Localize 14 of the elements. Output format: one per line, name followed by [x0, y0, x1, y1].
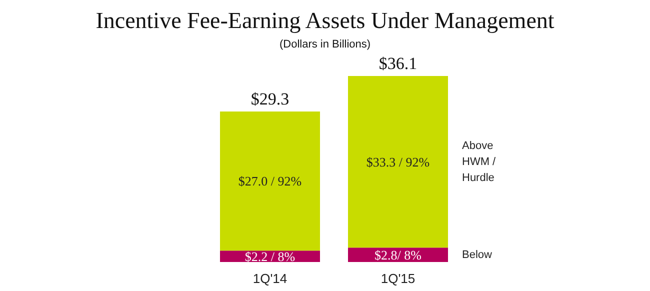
- total-label: $29.3: [250, 90, 290, 109]
- x-tick-label: 1Q'14: [252, 271, 288, 286]
- x-tick-label: 1Q'15: [380, 271, 416, 286]
- data-label: $2.8/ 8%: [374, 247, 422, 262]
- total-label: $36.1: [378, 54, 418, 73]
- bar: [220, 112, 320, 251]
- chart-title: Incentive Fee-Earning Assets Under Management: [96, 8, 555, 33]
- data-label: $33.3 / 92%: [366, 154, 430, 170]
- series-label: Below: [462, 248, 492, 261]
- series-label: Above HWM / Hurdle: [462, 140, 499, 184]
- data-label: $27.0 / 92%: [238, 174, 302, 189]
- chart-subtitle: (Dollars in Billions): [279, 38, 371, 50]
- bar: [348, 76, 448, 248]
- data-label: $2.2 / 8%: [244, 248, 296, 264]
